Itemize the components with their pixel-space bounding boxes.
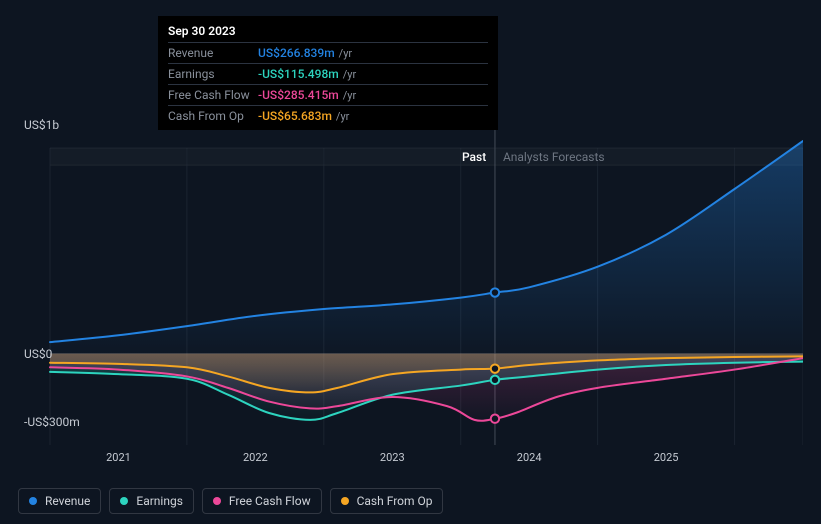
- x-axis-label: 2022: [243, 451, 268, 464]
- legend-dot-icon: [213, 497, 221, 505]
- tooltip-label: Cash From Op: [168, 109, 258, 123]
- tooltip-value: -US$285.415m: [258, 88, 339, 102]
- legend-item-fcf[interactable]: Free Cash Flow: [202, 488, 322, 514]
- forecast-label: Analysts Forecasts: [503, 150, 605, 164]
- x-axis-label: 2025: [654, 451, 679, 464]
- tooltip-unit: /yr: [343, 89, 356, 102]
- tooltip-row-fcf: Free Cash Flow-US$285.415m/yr: [168, 84, 488, 105]
- earnings-chart: Sep 30 2023 RevenueUS$266.839m/yrEarning…: [18, 0, 803, 524]
- x-axis-label: 2021: [106, 451, 131, 464]
- tooltip-label: Free Cash Flow: [168, 88, 258, 102]
- y-axis-label: US$0: [24, 347, 52, 361]
- past-label: Past: [462, 150, 486, 164]
- tooltip-value: -US$115.498m: [258, 67, 339, 81]
- y-axis-label: US$1b: [24, 118, 59, 132]
- legend-dot-icon: [341, 497, 349, 505]
- legend-dot-icon: [29, 497, 37, 505]
- tooltip-row-revenue: RevenueUS$266.839m/yr: [168, 42, 488, 63]
- tooltip-unit: /yr: [336, 110, 349, 123]
- y-axis-label: -US$300m: [24, 415, 80, 429]
- x-axis-label: 2024: [517, 451, 542, 464]
- tooltip-date: Sep 30 2023: [168, 24, 488, 42]
- tooltip-unit: /yr: [343, 68, 356, 81]
- legend-label: Free Cash Flow: [229, 494, 311, 508]
- chart-legend: Revenue Earnings Free Cash Flow Cash From O…: [18, 488, 443, 514]
- legend-label: Revenue: [45, 494, 90, 508]
- legend-item-revenue[interactable]: Revenue: [18, 488, 101, 514]
- tooltip-label: Revenue: [168, 46, 258, 60]
- tooltip-row-earnings: Earnings-US$115.498m/yr: [168, 63, 488, 84]
- legend-label: Cash From Op: [357, 494, 433, 508]
- tooltip-label: Earnings: [168, 67, 258, 81]
- tooltip-value: US$266.839m: [258, 46, 335, 60]
- legend-item-cfo[interactable]: Cash From Op: [330, 488, 444, 514]
- legend-item-earnings[interactable]: Earnings: [109, 488, 194, 514]
- tooltip-value: -US$65.683m: [258, 109, 332, 123]
- legend-label: Earnings: [136, 494, 183, 508]
- x-axis-label: 2023: [380, 451, 405, 464]
- chart-tooltip: Sep 30 2023 RevenueUS$266.839m/yrEarning…: [158, 16, 498, 130]
- legend-dot-icon: [120, 497, 128, 505]
- tooltip-unit: /yr: [339, 47, 352, 60]
- tooltip-row-cfo: Cash From Op-US$65.683m/yr: [168, 105, 488, 126]
